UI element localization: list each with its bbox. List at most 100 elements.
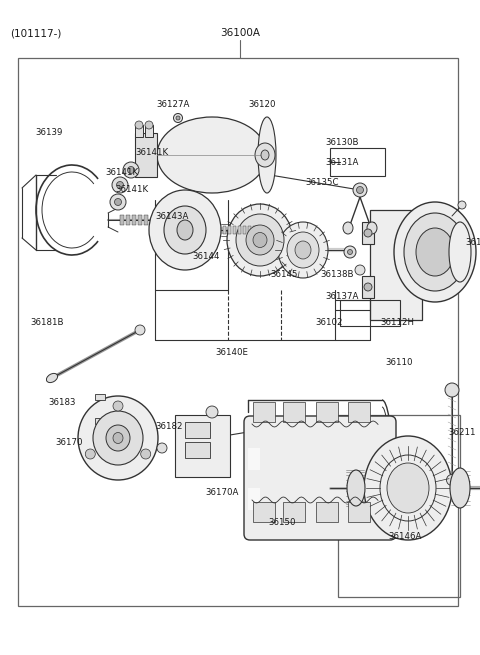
Text: 36140E: 36140E [215, 348, 248, 357]
Ellipse shape [404, 213, 466, 291]
Ellipse shape [255, 143, 275, 167]
Bar [348, 502, 370, 522]
Text: 36145: 36145 [270, 270, 298, 279]
Text: 36138B: 36138B [320, 270, 353, 279]
Bar [145, 125, 153, 137]
Bar [185, 442, 210, 458]
Ellipse shape [278, 222, 328, 278]
Bar [248, 448, 260, 470]
Ellipse shape [115, 198, 121, 206]
Bar [380, 448, 392, 470]
Bar [253, 402, 275, 422]
Text: 36170: 36170 [55, 438, 83, 447]
Ellipse shape [450, 468, 470, 508]
Ellipse shape [367, 222, 377, 234]
Bar [18, 58, 458, 606]
Bar [340, 300, 400, 326]
Ellipse shape [258, 117, 276, 193]
Bar [370, 210, 422, 320]
Ellipse shape [416, 228, 454, 276]
Bar [330, 148, 385, 176]
Bar [233, 226, 236, 234]
Ellipse shape [355, 265, 365, 275]
Ellipse shape [236, 214, 284, 266]
Bar [362, 222, 374, 244]
Ellipse shape [113, 401, 123, 411]
Ellipse shape [164, 206, 206, 254]
Ellipse shape [141, 449, 151, 459]
Ellipse shape [78, 396, 158, 480]
Bar [283, 402, 305, 422]
Ellipse shape [394, 202, 476, 302]
Bar [175, 415, 230, 477]
Ellipse shape [157, 117, 267, 193]
Text: 36141K: 36141K [135, 148, 168, 157]
Ellipse shape [173, 113, 182, 122]
Ellipse shape [123, 162, 139, 178]
Bar [144, 215, 148, 225]
Ellipse shape [253, 233, 267, 248]
Bar [253, 226, 256, 234]
Bar [120, 215, 124, 225]
Bar [380, 488, 392, 510]
Text: 36114E: 36114E [465, 238, 480, 247]
Ellipse shape [110, 194, 126, 210]
Bar [316, 502, 338, 522]
Text: 36170A: 36170A [205, 488, 239, 497]
Bar [362, 276, 374, 298]
Text: 36135C: 36135C [305, 178, 338, 187]
Bar [248, 488, 260, 510]
Ellipse shape [449, 222, 471, 282]
Ellipse shape [227, 204, 293, 276]
Ellipse shape [117, 181, 123, 189]
Bar [95, 394, 105, 400]
Ellipse shape [47, 373, 58, 383]
Ellipse shape [177, 220, 193, 240]
Ellipse shape [364, 283, 372, 291]
Text: 36112H: 36112H [380, 318, 414, 327]
Ellipse shape [206, 406, 218, 418]
Bar [258, 226, 261, 234]
Bar [132, 215, 136, 225]
Ellipse shape [106, 425, 130, 451]
Ellipse shape [364, 436, 452, 540]
Ellipse shape [246, 225, 274, 255]
Bar [126, 215, 130, 225]
Bar [348, 402, 370, 422]
Ellipse shape [145, 121, 153, 129]
Ellipse shape [149, 190, 221, 270]
Ellipse shape [348, 250, 352, 255]
Ellipse shape [458, 201, 466, 209]
Ellipse shape [135, 121, 143, 129]
Bar [238, 226, 241, 234]
Ellipse shape [287, 232, 319, 268]
Text: 36150: 36150 [268, 518, 296, 527]
Text: 36130B: 36130B [325, 138, 359, 147]
Bar [283, 502, 305, 522]
Ellipse shape [344, 246, 356, 258]
Text: (101117-): (101117-) [10, 28, 61, 38]
Ellipse shape [446, 474, 457, 485]
Ellipse shape [347, 470, 365, 506]
Text: 36139: 36139 [35, 128, 62, 137]
Bar [95, 418, 105, 424]
Ellipse shape [364, 229, 372, 237]
Ellipse shape [445, 383, 459, 397]
Bar [253, 502, 275, 522]
Text: 36144: 36144 [192, 252, 219, 261]
Ellipse shape [113, 432, 123, 443]
Ellipse shape [85, 449, 96, 459]
Ellipse shape [261, 150, 269, 160]
Bar [243, 226, 246, 234]
Text: 36127A: 36127A [156, 100, 190, 109]
Ellipse shape [112, 177, 128, 193]
Ellipse shape [295, 241, 311, 259]
Ellipse shape [176, 116, 180, 120]
Bar [135, 133, 157, 177]
Text: 36110: 36110 [385, 358, 412, 367]
Text: 36120: 36120 [248, 100, 276, 109]
Ellipse shape [128, 166, 134, 174]
Text: 36143A: 36143A [155, 212, 188, 221]
Bar [223, 226, 226, 234]
Ellipse shape [387, 463, 429, 513]
